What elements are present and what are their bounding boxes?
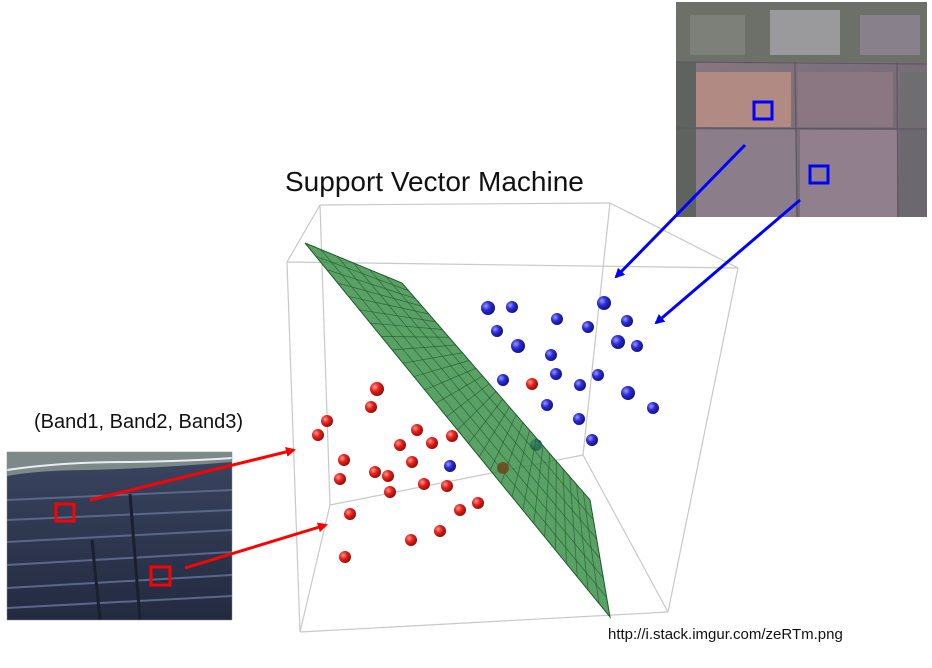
red-point bbox=[339, 551, 351, 563]
blue-point bbox=[574, 379, 586, 391]
solar-panel-photo bbox=[6, 451, 233, 621]
red-point bbox=[405, 534, 417, 546]
blue-point bbox=[592, 369, 604, 381]
band-label: (Band1, Band2, Band3) bbox=[34, 411, 244, 433]
blue-point bbox=[511, 339, 525, 353]
red-point bbox=[365, 401, 377, 413]
separating-hyperplane bbox=[304, 242, 611, 619]
red-class-points bbox=[312, 378, 538, 563]
blue-point bbox=[621, 386, 635, 400]
plane-grid-line bbox=[369, 269, 597, 540]
blue-point bbox=[631, 340, 643, 352]
red-point bbox=[382, 470, 394, 482]
blue-point bbox=[506, 301, 518, 313]
blue-point bbox=[491, 325, 503, 337]
blue-point bbox=[647, 402, 659, 414]
red-point bbox=[411, 424, 423, 436]
blue-point bbox=[551, 313, 563, 325]
red-point bbox=[454, 504, 466, 516]
red-point bbox=[406, 456, 418, 468]
plane-grid-line bbox=[337, 256, 604, 579]
blue-point bbox=[550, 368, 562, 380]
red-point bbox=[418, 478, 430, 490]
blue-point bbox=[497, 374, 509, 386]
red-point bbox=[384, 486, 396, 498]
blue-arrows bbox=[614, 143, 801, 325]
blue-point bbox=[582, 321, 594, 333]
plane-grid-line bbox=[385, 276, 594, 520]
red-point bbox=[526, 378, 538, 390]
red-arrows bbox=[89, 447, 328, 570]
red-point bbox=[334, 473, 346, 485]
red-point bbox=[312, 429, 324, 441]
red-point bbox=[472, 497, 484, 509]
blue-point bbox=[481, 301, 495, 315]
red-point bbox=[441, 480, 453, 492]
farmland-photo bbox=[675, 2, 928, 218]
sample-box-red-2 bbox=[149, 565, 172, 587]
blue-point bbox=[597, 296, 611, 310]
blue-point bbox=[545, 349, 557, 361]
blue-point bbox=[444, 460, 456, 472]
red-point bbox=[394, 439, 406, 451]
red-point bbox=[338, 454, 350, 466]
blue-point bbox=[541, 399, 553, 411]
red-point bbox=[321, 415, 333, 427]
blue-point bbox=[621, 315, 633, 327]
diagram-title: Support Vector Machine bbox=[285, 166, 584, 197]
red-point bbox=[426, 437, 438, 449]
blue-point bbox=[573, 413, 585, 425]
red-point bbox=[369, 466, 381, 478]
point-behind-plane bbox=[497, 462, 509, 474]
plot-cube bbox=[286, 202, 739, 633]
red-point bbox=[344, 508, 356, 520]
red-point bbox=[434, 525, 446, 537]
blue-point bbox=[611, 335, 625, 349]
plane-grid-line bbox=[320, 249, 607, 598]
plane-grid-line bbox=[353, 262, 601, 559]
sample-box-blue-1 bbox=[752, 100, 774, 121]
blue-point bbox=[586, 434, 598, 446]
red-point bbox=[370, 382, 384, 396]
sample-box-red-1 bbox=[54, 502, 76, 523]
source-url: http://i.stack.imgur.com/zeRTm.png bbox=[608, 626, 843, 643]
red-point bbox=[446, 430, 458, 442]
sample-box-blue-2 bbox=[808, 164, 830, 185]
